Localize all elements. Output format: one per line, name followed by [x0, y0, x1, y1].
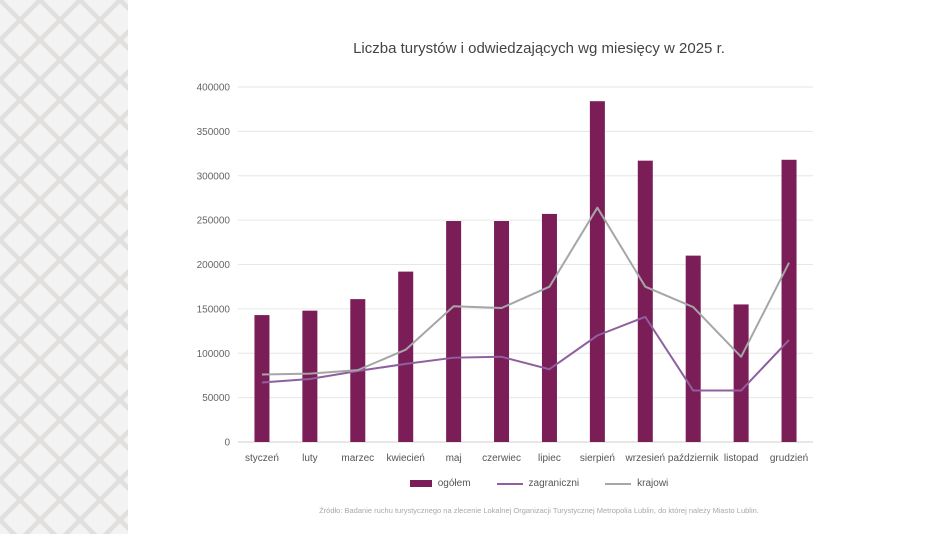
bar-ogółem [494, 221, 510, 442]
legend-label-ogolem: ogółem [437, 478, 471, 489]
bar-ogółem [398, 271, 414, 442]
legend-label-krajowi: krajowi [637, 478, 669, 489]
bar-ogółem [446, 221, 462, 442]
y-tick-label: 200000 [197, 260, 231, 271]
x-tick-label: czerwiec [482, 453, 521, 464]
y-tick-label: 150000 [197, 304, 231, 315]
y-tick-label: 400000 [197, 83, 231, 94]
x-tick-label: lipiec [538, 453, 561, 464]
bar-ogółem [541, 213, 557, 442]
legend-item-krajowi: krajowi [605, 478, 668, 489]
y-tick-label: 350000 [197, 127, 231, 138]
bar-ogółem [637, 160, 653, 442]
bar-ogółem [685, 255, 701, 442]
bar-ogółem [781, 159, 797, 442]
bar-ogółem [589, 101, 605, 442]
x-tick-label: sierpień [580, 453, 615, 464]
y-tick-label: 300000 [197, 171, 231, 182]
bar-ogółem [733, 304, 749, 442]
legend-label-zagraniczni: zagraniczni [528, 478, 580, 489]
x-tick-label: styczeń [245, 453, 279, 464]
legend-item-zagraniczni: zagraniczni [496, 478, 580, 489]
bar-ogółem [302, 310, 318, 442]
legend-swatch-ogolem [409, 480, 432, 487]
decorative-side-pattern [0, 0, 128, 534]
y-tick-label: 250000 [197, 216, 231, 227]
source-note: Źródło: Badanie ruchu turystycznego na z… [319, 506, 759, 515]
series-line-krajowi [261, 206, 790, 376]
y-tick-label: 100000 [197, 349, 231, 360]
chart-title: Liczba turystów i odwiedzających wg mies… [353, 40, 725, 57]
y-tick-label: 0 [224, 438, 230, 449]
legend-swatch-zagraniczni [496, 482, 523, 485]
x-tick-label: grudzień [770, 453, 808, 464]
x-tick-label: październik [668, 453, 720, 464]
x-tick-label: luty [302, 453, 318, 464]
x-tick-label: maj [446, 453, 462, 464]
legend-swatch-krajowi [605, 482, 632, 485]
y-tick-label: 50000 [202, 393, 230, 404]
x-tick-label: listopad [724, 453, 758, 464]
bar-ogółem [254, 315, 270, 442]
legend-item-ogolem: ogółem [409, 478, 471, 489]
chart-legend: ogółem zagraniczni krajowi [128, 478, 950, 489]
x-tick-label: marzec [341, 453, 374, 464]
x-tick-label: wrzesień [625, 453, 665, 464]
series-line-zagraniczni [261, 315, 790, 392]
x-tick-label: kwiecień [387, 453, 425, 464]
